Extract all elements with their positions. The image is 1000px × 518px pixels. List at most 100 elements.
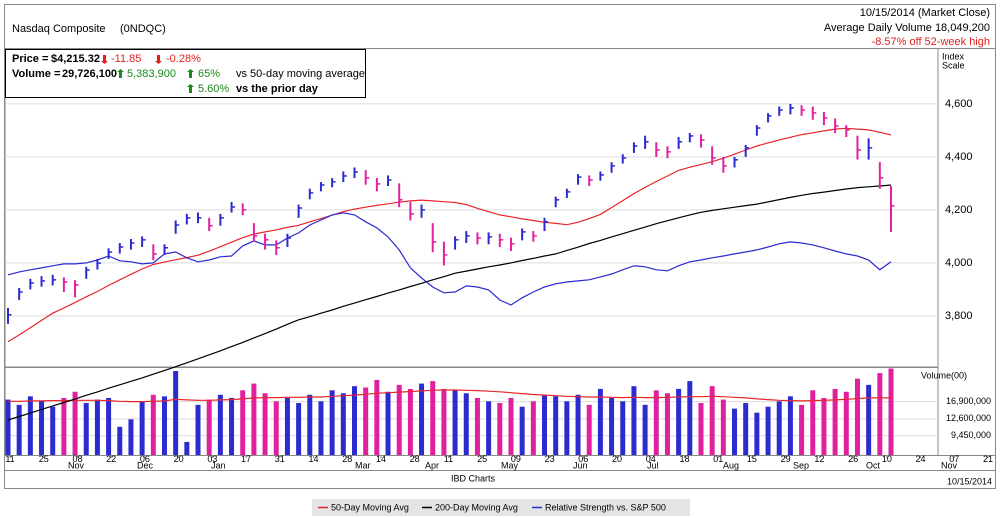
volume-bar bbox=[765, 406, 771, 455]
volume-bar bbox=[519, 406, 525, 455]
footer-date: 10/15/2014 bbox=[947, 476, 992, 486]
volume-bar bbox=[340, 393, 346, 455]
x-tick-label: 07 bbox=[949, 454, 959, 464]
y-tick-label: 4,000 bbox=[945, 257, 973, 269]
x-month-label: May bbox=[501, 460, 519, 470]
info-value: 5,383,900 bbox=[127, 68, 176, 80]
x-month-label: Apr bbox=[425, 460, 439, 470]
chart-title: Nasdaq Composite bbox=[12, 23, 106, 35]
x-month-label: Jul bbox=[647, 460, 659, 470]
axis-label: Scale bbox=[942, 60, 965, 70]
volume-bar bbox=[318, 401, 324, 455]
volume-bar bbox=[329, 390, 335, 455]
x-month-label: Dec bbox=[137, 460, 154, 470]
info-label: vs 50-day moving average bbox=[236, 68, 365, 80]
info-label: vs the prior day bbox=[236, 83, 319, 95]
info-label: Price = bbox=[12, 53, 48, 65]
volume-bar bbox=[642, 404, 648, 455]
x-tick-label: 15 bbox=[747, 454, 757, 464]
x-tick-label: 17 bbox=[241, 454, 251, 464]
volume-bar bbox=[407, 388, 413, 455]
volume-bar bbox=[351, 386, 357, 455]
volume-bar bbox=[720, 399, 726, 455]
x-tick-label: 04 bbox=[646, 454, 656, 464]
legend-label: 50-Day Moving Avg bbox=[331, 502, 409, 512]
volume-bar bbox=[72, 391, 78, 455]
volume-ma-line bbox=[8, 389, 891, 403]
x-month-label: Aug bbox=[723, 460, 739, 470]
x-tick-label: 28 bbox=[342, 454, 352, 464]
x-tick-label: 22 bbox=[106, 454, 116, 464]
volume-bar bbox=[61, 397, 67, 455]
volume-bar bbox=[229, 397, 235, 455]
volume-bar bbox=[508, 397, 514, 455]
volume-bar bbox=[419, 383, 425, 455]
x-tick-label: 29 bbox=[781, 454, 791, 464]
x-tick-label: 25 bbox=[39, 454, 49, 464]
volume-bar bbox=[117, 426, 123, 455]
volume-bar bbox=[217, 394, 223, 455]
series-line bbox=[7, 212, 892, 306]
volume-bar bbox=[206, 399, 212, 455]
x-tick-label: 14 bbox=[309, 454, 319, 464]
x-tick-label: 11 bbox=[444, 454, 453, 464]
x-tick-label: 03 bbox=[207, 454, 217, 464]
volume-bar bbox=[463, 393, 469, 455]
x-tick-label: 18 bbox=[679, 454, 689, 464]
volume-bar bbox=[150, 394, 156, 455]
volume-bar bbox=[743, 403, 749, 455]
volume-bar bbox=[128, 419, 134, 455]
up-arrow bbox=[187, 69, 194, 78]
volume-bar bbox=[39, 401, 45, 455]
volume-bar bbox=[854, 378, 860, 455]
y-tick-label: 4,600 bbox=[945, 98, 973, 110]
volume-bar bbox=[251, 383, 257, 455]
x-tick-label: 06 bbox=[578, 454, 588, 464]
volume-bar bbox=[709, 386, 715, 455]
x-tick-label: 24 bbox=[916, 454, 926, 464]
y-tick-label: 4,400 bbox=[945, 151, 973, 163]
y-tick-label: 3,800 bbox=[945, 310, 973, 322]
info-value: -0.28% bbox=[166, 53, 201, 65]
legend-items: 50-Day Moving Avg 200-Day Moving Avg Relat… bbox=[318, 502, 666, 512]
series-line bbox=[7, 184, 892, 421]
volume-bar bbox=[888, 368, 894, 455]
volume-bar bbox=[553, 396, 559, 455]
volume-bar bbox=[821, 397, 827, 455]
x-tick-label: 21 bbox=[983, 454, 993, 464]
x-tick-label: 31 bbox=[275, 454, 285, 464]
volume-tick-label: 16,900,000 bbox=[946, 396, 991, 406]
volume-bar bbox=[273, 401, 279, 455]
x-tick-label: 20 bbox=[174, 454, 184, 464]
info-label: Volume = bbox=[12, 68, 60, 80]
volume-bar bbox=[284, 397, 290, 455]
volume-bar bbox=[195, 404, 201, 455]
volume-bar bbox=[620, 401, 626, 455]
volume-bar bbox=[161, 396, 167, 455]
volume-bar bbox=[184, 441, 190, 455]
volume-bar bbox=[832, 388, 838, 455]
volume-bar bbox=[474, 397, 480, 455]
volume-bar bbox=[430, 381, 436, 455]
y-tick-label: 4,200 bbox=[945, 204, 973, 216]
volume-panel bbox=[4, 367, 939, 456]
x-tick-label: 01 bbox=[713, 454, 723, 464]
x-tick-label: 08 bbox=[72, 454, 82, 464]
volume-bar bbox=[173, 371, 179, 455]
volume-bar bbox=[5, 399, 11, 455]
info-value: 5.60% bbox=[198, 83, 229, 95]
up-arrow bbox=[117, 69, 124, 78]
volume-bar bbox=[307, 394, 313, 455]
volume-bar bbox=[83, 403, 89, 455]
volume-tick-label: 9,450,000 bbox=[951, 430, 991, 440]
volume-bar bbox=[631, 386, 637, 455]
x-month-label: Sep bbox=[793, 460, 809, 470]
volume-bar bbox=[396, 384, 402, 455]
volume-bar bbox=[50, 406, 56, 455]
volume-bar bbox=[664, 393, 670, 455]
x-month-label: Nov bbox=[941, 460, 958, 470]
x-month-label: Oct bbox=[866, 460, 881, 470]
symbol: (0NDQC) bbox=[120, 23, 166, 35]
x-month-label: Jan bbox=[211, 460, 226, 470]
